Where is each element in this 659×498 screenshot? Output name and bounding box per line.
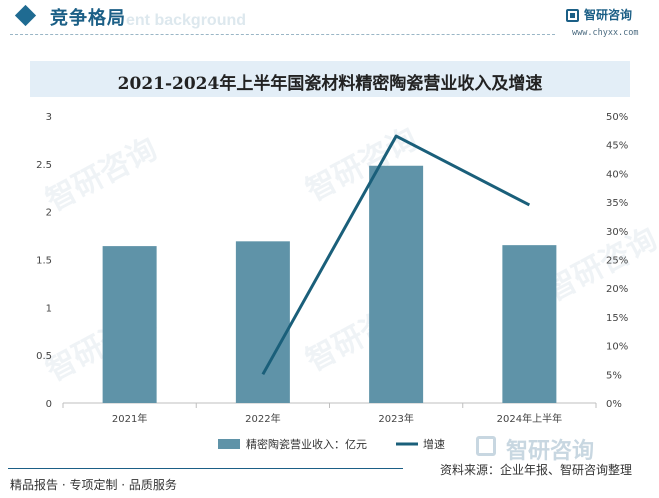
growth-line [261, 134, 531, 376]
y-right-tick-label: 25% [606, 256, 628, 267]
y-right-tick-label: 40% [606, 169, 628, 180]
y-right-tick-label: 45% [606, 141, 628, 152]
bar [369, 165, 424, 403]
y-right-tick-label: 0% [606, 399, 622, 410]
y-right-tick-label: 5% [606, 370, 622, 381]
y-right-tick-label: 50% [606, 112, 628, 123]
y-left-tick-label: 2 [46, 208, 52, 219]
legend-label: 增速 [423, 437, 445, 451]
y-left-tick-label: 1.5 [36, 256, 52, 267]
legend-bar-swatch [218, 439, 240, 449]
chart-title-band: 2021-2024年上半年国瓷材料精密陶瓷营业收入及增速 [30, 61, 630, 97]
footer-brand: 智研咨询 [476, 433, 646, 464]
footer-tagline: 精品报告 · 专项定制 · 品质服务 [10, 478, 177, 492]
y-right-tick-label: 15% [606, 313, 628, 324]
section-title: 竞争格局 [50, 8, 126, 29]
y-right-tick-label: 20% [606, 284, 628, 295]
y-left-tick-label: 2.5 [36, 160, 52, 171]
source-note: 资料来源：企业年报、智研咨询整理 [440, 463, 633, 477]
brand-logo-icon [566, 9, 579, 22]
brand-logo-icon [476, 436, 496, 456]
footer-divider [8, 468, 403, 469]
header-background-text: ent background [126, 12, 247, 29]
brand-logo: 智研咨询 www.chyxx.com [562, 7, 654, 43]
footer-brand-name: 智研咨询 [506, 439, 595, 464]
page-header: ent background 竞争格局 智研咨询 www.chyxx.com [0, 0, 659, 44]
header-divider [10, 34, 555, 35]
bar [235, 241, 290, 403]
y-right-tick-label: 35% [606, 198, 628, 209]
brand-url: www.chyxx.com [572, 28, 639, 38]
y-left-tick-label: 3 [46, 112, 52, 123]
x-tick-label: 2022年 [245, 412, 280, 425]
x-tick-label: 2023年 [378, 412, 413, 425]
chart-title: 2021-2024年上半年国瓷材料精密陶瓷营业收入及增速 [117, 74, 543, 94]
brand-name: 智研咨询 [584, 8, 633, 22]
bar [102, 246, 157, 403]
y-left-tick-label: 0 [46, 399, 52, 410]
x-tick-label: 2021年 [112, 412, 147, 425]
y-left-tick-label: 0.5 [36, 351, 52, 362]
x-tick-label: 2024年上半年 [497, 412, 562, 425]
bar [502, 245, 557, 403]
y-right-tick-label: 10% [606, 342, 628, 353]
legend-label: 精密陶瓷营业收入：亿元 [246, 437, 367, 451]
y-left-tick-label: 1 [46, 303, 52, 314]
y-right-tick-label: 30% [606, 227, 628, 238]
